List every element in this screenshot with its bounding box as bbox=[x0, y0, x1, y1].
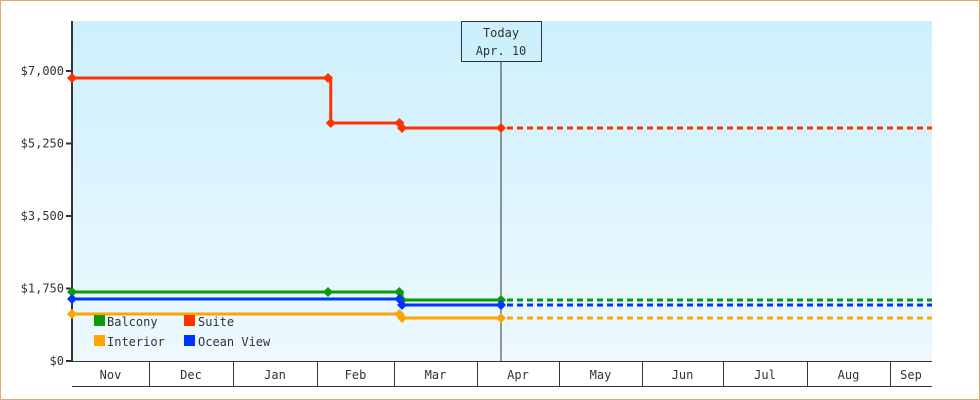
svg-text:Interior: Interior bbox=[107, 335, 165, 349]
data-point-marker[interactable] bbox=[323, 286, 333, 297]
x-tick-label: Sep bbox=[900, 368, 922, 382]
x-tick-label: Jun bbox=[672, 368, 694, 382]
data-point-marker[interactable] bbox=[397, 123, 408, 134]
svg-text:Suite: Suite bbox=[198, 315, 234, 329]
data-point-marker[interactable] bbox=[496, 312, 506, 323]
suite-swatch-icon bbox=[184, 315, 195, 326]
data-point-marker[interactable] bbox=[397, 299, 408, 310]
legend-item-interior[interactable]: Interior bbox=[94, 335, 165, 349]
x-tick-label: Apr bbox=[507, 368, 529, 382]
data-point-marker[interactable] bbox=[394, 286, 405, 297]
legend: Balcony Suite Interior Ocean View bbox=[94, 315, 271, 349]
y-tick-label: $5,250 bbox=[21, 137, 64, 151]
today-annotation: Today Apr. 10 bbox=[461, 21, 542, 62]
interior-swatch-icon bbox=[94, 335, 105, 346]
y-tick-label: $0 bbox=[50, 354, 64, 368]
x-tick-label: Aug bbox=[838, 368, 860, 382]
svg-text:Balcony: Balcony bbox=[107, 315, 158, 329]
plot-area bbox=[72, 21, 932, 361]
balcony-swatch-icon bbox=[94, 315, 105, 326]
series-lines bbox=[67, 73, 932, 323]
x-tick-label: Dec bbox=[180, 368, 202, 382]
ocean-view-swatch-icon bbox=[184, 335, 195, 346]
y-tick-label: $1,750 bbox=[21, 282, 64, 296]
y-tick-label: $7,000 bbox=[21, 64, 64, 78]
data-point-marker[interactable] bbox=[397, 312, 408, 323]
x-axis: Nov Dec Jan Feb Mar Apr May Jun Jul Aug Sep bbox=[72, 361, 932, 387]
data-point-marker[interactable] bbox=[67, 286, 77, 297]
series-ocean-view bbox=[67, 293, 932, 310]
y-axis-ticks: $0 $1,750 $3,500 $5,250 $7,000 bbox=[21, 64, 72, 368]
data-point-marker[interactable] bbox=[325, 117, 336, 128]
data-point-marker[interactable] bbox=[67, 309, 77, 320]
data-point-marker[interactable] bbox=[67, 73, 77, 84]
data-point-marker[interactable] bbox=[496, 299, 506, 310]
data-point-marker[interactable] bbox=[496, 123, 506, 134]
x-tick-label: Jan bbox=[264, 368, 286, 382]
x-tick-label: Mar bbox=[425, 368, 447, 382]
x-tick-label: Feb bbox=[345, 368, 367, 382]
x-tick-label: Nov bbox=[100, 368, 122, 382]
data-point-marker[interactable] bbox=[323, 73, 333, 84]
svg-text:Ocean View: Ocean View bbox=[198, 335, 271, 349]
today-date: Apr. 10 bbox=[476, 44, 527, 58]
today-label: Today bbox=[483, 26, 519, 40]
x-tick-label: Jul bbox=[754, 368, 776, 382]
series-suite bbox=[67, 73, 932, 134]
legend-item-suite[interactable]: Suite bbox=[184, 315, 234, 329]
legend-item-ocean-view[interactable]: Ocean View bbox=[184, 335, 271, 349]
data-point-marker[interactable] bbox=[67, 293, 77, 304]
x-tick-label: May bbox=[590, 368, 612, 382]
series-interior bbox=[67, 309, 932, 323]
y-tick-label: $3,500 bbox=[21, 209, 64, 223]
legend-item-balcony[interactable]: Balcony bbox=[94, 315, 158, 329]
